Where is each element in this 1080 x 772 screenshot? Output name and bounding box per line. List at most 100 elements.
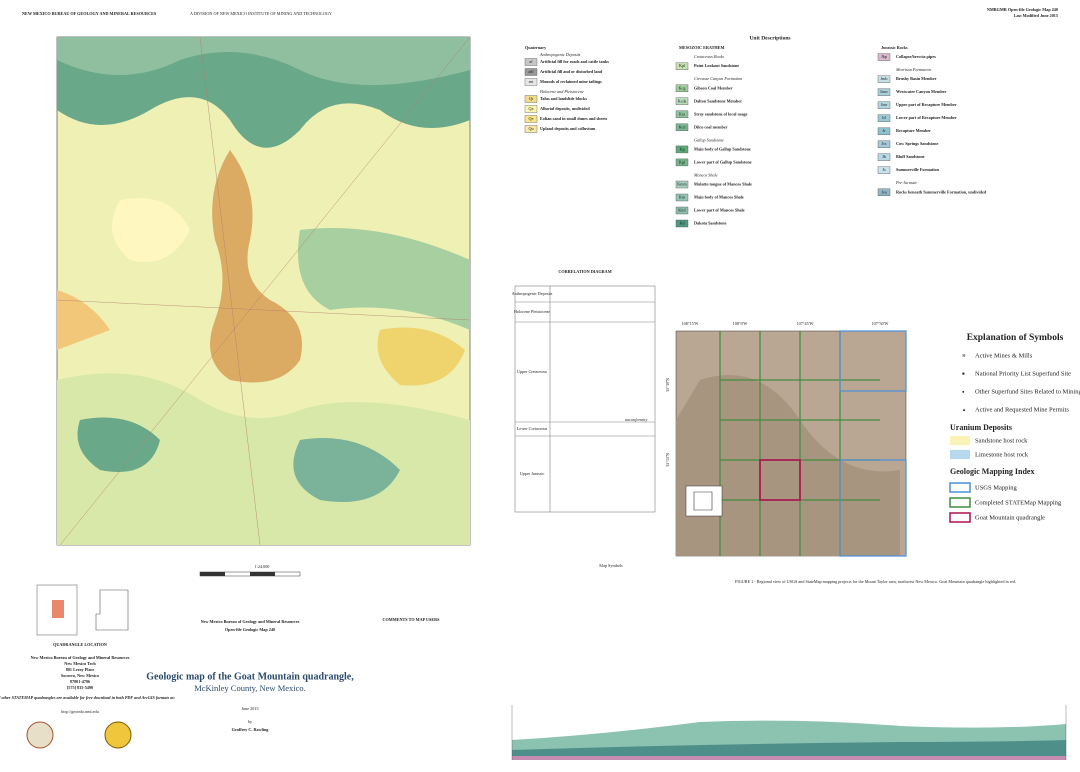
unit-label: Collapse/breccia pipes bbox=[896, 54, 936, 59]
unit-code: Jmw bbox=[880, 89, 888, 94]
address-line: [575] 835-5490 bbox=[67, 685, 93, 690]
unit-swatch bbox=[675, 219, 689, 228]
unit-label: Dilco coal member bbox=[694, 124, 728, 129]
location-title: QUADRANGLE LOCATION bbox=[53, 642, 107, 647]
unit-swatch bbox=[524, 115, 538, 123]
unit-heading: Pre-Jurassic bbox=[895, 180, 917, 185]
index-label: Completed STATEMap Mapping bbox=[975, 499, 1062, 506]
address-line: Socorro, New Mexico bbox=[61, 673, 99, 678]
symbol-icon: ▲ bbox=[962, 407, 966, 412]
unit-code: Kcd bbox=[679, 124, 687, 129]
unit-swatch bbox=[524, 68, 538, 76]
symbol-label: National Priority List Superfund Site bbox=[975, 370, 1071, 377]
correlation-row-label: Upper Cretaceous bbox=[517, 369, 547, 374]
unit-label: Westwater Canyon Member bbox=[896, 89, 947, 94]
text-layer: NEW MEXICO BUREAU OF GEOLOGY AND MINERAL… bbox=[0, 7, 1080, 732]
unit-swatch bbox=[524, 58, 538, 66]
unit-swatch bbox=[877, 114, 891, 122]
correlation-row-label: Holocene Pleistocene bbox=[514, 309, 550, 314]
symbol-label: Active and Requested Mine Permits bbox=[975, 406, 1069, 413]
legend-swatch bbox=[950, 450, 970, 459]
unit-swatch bbox=[877, 88, 891, 96]
unit-code: af bbox=[529, 59, 533, 64]
map-title: Geologic map of the Goat Mountain quadra… bbox=[146, 671, 354, 682]
unit-code: Kss bbox=[679, 111, 686, 116]
unit-swatch bbox=[877, 75, 891, 83]
unit-swatch bbox=[877, 101, 891, 109]
unit-label: Summerville Formation bbox=[896, 167, 940, 172]
address-line: New Mexico Bureau of Geology and Mineral… bbox=[31, 655, 130, 660]
unit-swatch bbox=[877, 140, 891, 148]
symbol-label: Other Superfund Sites Related to Mining/… bbox=[975, 388, 1080, 395]
unit-label: Lower part of Mancos Shale bbox=[694, 207, 745, 212]
header-left-sub: A DIVISION OF NEW MEXICO INSTITUTE OF MI… bbox=[190, 11, 332, 16]
regional-inset-map bbox=[675, 330, 907, 557]
unit-code: Qa bbox=[529, 106, 534, 111]
unit-label: Main body of Mancos Shale bbox=[694, 194, 744, 199]
correlation-row-label: Anthropogenic Deposits bbox=[512, 291, 553, 296]
longitude-label: 108°15'W bbox=[682, 321, 699, 326]
legend-swatch bbox=[949, 512, 971, 523]
symbol-icon: ■ bbox=[962, 371, 965, 376]
unit-heading: Cretaceous Rocks bbox=[694, 54, 724, 59]
unit-label: Brushy Basin Member bbox=[896, 76, 937, 81]
unit-descriptions-title: Unit Descriptions bbox=[749, 35, 790, 41]
unit-label: Mounds of reclaimed mine tailings bbox=[540, 79, 602, 84]
unit-code: Jb bbox=[882, 154, 886, 159]
address-line: 87801-4796 bbox=[70, 679, 90, 684]
correlation-note: unconformity bbox=[625, 417, 647, 422]
symbol-icon: ● bbox=[962, 389, 965, 394]
latitude-label: 35°15'N bbox=[665, 453, 670, 467]
longitude-label: 108°0'W bbox=[733, 321, 748, 326]
unit-heading: Morrison Formation bbox=[895, 67, 931, 72]
address-line: 801 Leroy Place bbox=[66, 667, 95, 672]
unit-swatch bbox=[524, 105, 538, 113]
unit-swatch bbox=[675, 84, 689, 93]
unit-swatch bbox=[675, 158, 689, 167]
unit-swatch bbox=[877, 166, 891, 174]
unit-code: Kcg bbox=[679, 85, 687, 90]
unit-code: adf bbox=[528, 69, 534, 74]
unit-code: Qe bbox=[529, 116, 534, 121]
unit-code: Kd bbox=[679, 220, 685, 225]
symbol-icon: ⚒ bbox=[962, 353, 966, 358]
unit-code: Jr bbox=[882, 128, 886, 133]
unit-swatch bbox=[877, 53, 891, 61]
unit-label: Rocks beneath Summerville Formation, und… bbox=[896, 189, 987, 194]
index-label: Goat Mountain quadrangle bbox=[975, 514, 1045, 521]
unit-code: Kcda bbox=[678, 98, 687, 103]
index-title: Geologic Mapping Index bbox=[950, 467, 1034, 476]
unit-swatch bbox=[675, 206, 689, 215]
unit-code: Kpl bbox=[679, 63, 686, 68]
uranium-label: Limestone host rock bbox=[975, 451, 1029, 458]
header-left: NEW MEXICO BUREAU OF GEOLOGY AND MINERAL… bbox=[22, 11, 157, 16]
figure-caption: FIGURE 1 - Regional view of USGS and Sta… bbox=[735, 579, 1016, 585]
unit-code: Jrl bbox=[882, 115, 887, 120]
unit-swatch bbox=[675, 193, 689, 202]
unit-label: Upland deposits and colluvium bbox=[540, 126, 596, 131]
unit-code: Jbp bbox=[881, 54, 887, 59]
scale-label: 1:24,000 bbox=[255, 564, 270, 570]
unit-code: Km bbox=[679, 194, 686, 199]
unit-code: Jsu bbox=[881, 189, 887, 194]
uranium-title: Uranium Deposits bbox=[950, 423, 1012, 432]
index-label: USGS Mapping bbox=[975, 484, 1017, 491]
unit-code: Kmm bbox=[677, 181, 687, 186]
unit-code: Kml bbox=[678, 207, 686, 212]
unit-label: Lower part of Recapture Member bbox=[896, 115, 957, 120]
unit-code: Kg bbox=[679, 146, 685, 151]
unit-code: Jmb bbox=[881, 76, 888, 81]
unit-label: Talus and landslide blocks bbox=[540, 96, 587, 101]
unit-swatch bbox=[524, 95, 538, 103]
unit-swatch bbox=[675, 62, 689, 70]
unit-heading: Jurassic Rocks bbox=[881, 45, 908, 50]
author: Geoffrey C. Rawling bbox=[232, 727, 270, 732]
download-note: This and other STATEMAP quadrangles are … bbox=[0, 695, 175, 700]
unit-code: Qt bbox=[529, 96, 534, 101]
unit-label: Upper part of Recapture Member bbox=[896, 102, 957, 107]
unit-heading: MESOZOIC ERATHEM bbox=[679, 45, 724, 50]
comments-title: COMMENTS TO MAP USERS bbox=[383, 617, 441, 622]
unit-label: Artificial fill for roads and cattle tan… bbox=[540, 59, 609, 64]
unit-label: Alluvial deposits, undivided bbox=[540, 106, 590, 111]
